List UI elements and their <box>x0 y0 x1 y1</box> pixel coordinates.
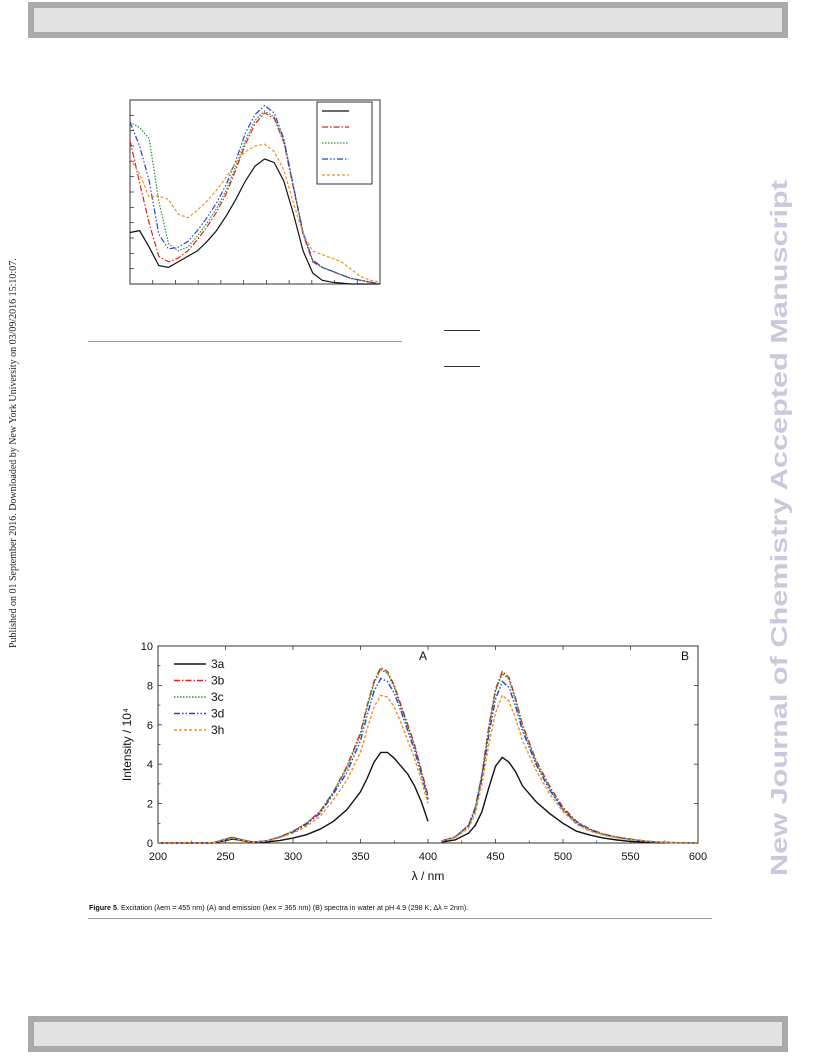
figure-5-caption: Figure 5. Excitation (λem = 455 nm) (A) … <box>89 903 729 912</box>
caption-label: Figure 5 <box>89 903 117 912</box>
figure-5-chart: 200 250 300 350 400 450 500 550 600 0 2 4 6 8 10 λ / nm… <box>120 641 707 883</box>
x-tick-label: 450 <box>486 851 504 863</box>
x-tick-label: 400 <box>419 851 437 863</box>
fraction-rule-1 <box>444 330 480 331</box>
watermark-text: New Journal of Chemistry Accepted Manusc… <box>766 180 792 876</box>
download-note-sidebar: Published on 01 September 2016. Download… <box>8 258 19 648</box>
series-line-4 <box>129 104 381 285</box>
caption-text: . Excitation (λem = 455 nm) (A) and emis… <box>116 903 469 912</box>
legend-label-3c: 3c <box>211 690 224 704</box>
footer-band <box>28 1016 788 1052</box>
journal-watermark: New Journal of Chemistry Accepted Manusc… <box>766 180 792 876</box>
y-tick-label: 4 <box>147 759 153 771</box>
header-band <box>28 2 788 38</box>
y-tick-label: 8 <box>147 680 153 692</box>
series-line-1 <box>129 158 380 285</box>
legend-label-3h: 3h <box>211 723 224 737</box>
series-line-3c <box>158 668 699 844</box>
x-tick-label: 600 <box>689 851 707 863</box>
figure-top-chart <box>129 99 381 285</box>
x-tick-label: 300 <box>284 851 302 863</box>
y-tick-label: 0 <box>147 838 153 850</box>
x-tick-label: 250 <box>216 851 234 863</box>
y-axis-label: Intensity / 10⁴ <box>120 708 134 781</box>
x-tick-label: 550 <box>621 851 639 863</box>
panel-a-label: A <box>419 649 427 663</box>
x-tick-label: 350 <box>351 851 369 863</box>
y-tick-label: 10 <box>141 641 153 653</box>
panel-b-label: B <box>681 649 689 663</box>
x-tick-label: 500 <box>554 851 572 863</box>
download-note: Published on 01 September 2016. Download… <box>8 258 19 648</box>
legend-label-3b: 3b <box>211 674 225 688</box>
y-tick-label: 2 <box>147 799 153 811</box>
x-tick-label: 200 <box>149 851 167 863</box>
section-divider-bottom <box>88 918 712 919</box>
plot-frame <box>157 645 699 844</box>
section-divider-top <box>88 341 402 342</box>
series-line-5 <box>129 143 381 283</box>
series-line-3d <box>158 677 699 844</box>
legend-label-3a: 3a <box>211 657 225 671</box>
legend-label-3d: 3d <box>211 707 224 721</box>
fraction-rule-2 <box>444 366 480 367</box>
series-line-3h <box>158 694 699 844</box>
x-axis-label: λ / nm <box>412 869 445 883</box>
series-line-3b <box>158 666 699 844</box>
y-tick-label: 6 <box>147 720 153 732</box>
